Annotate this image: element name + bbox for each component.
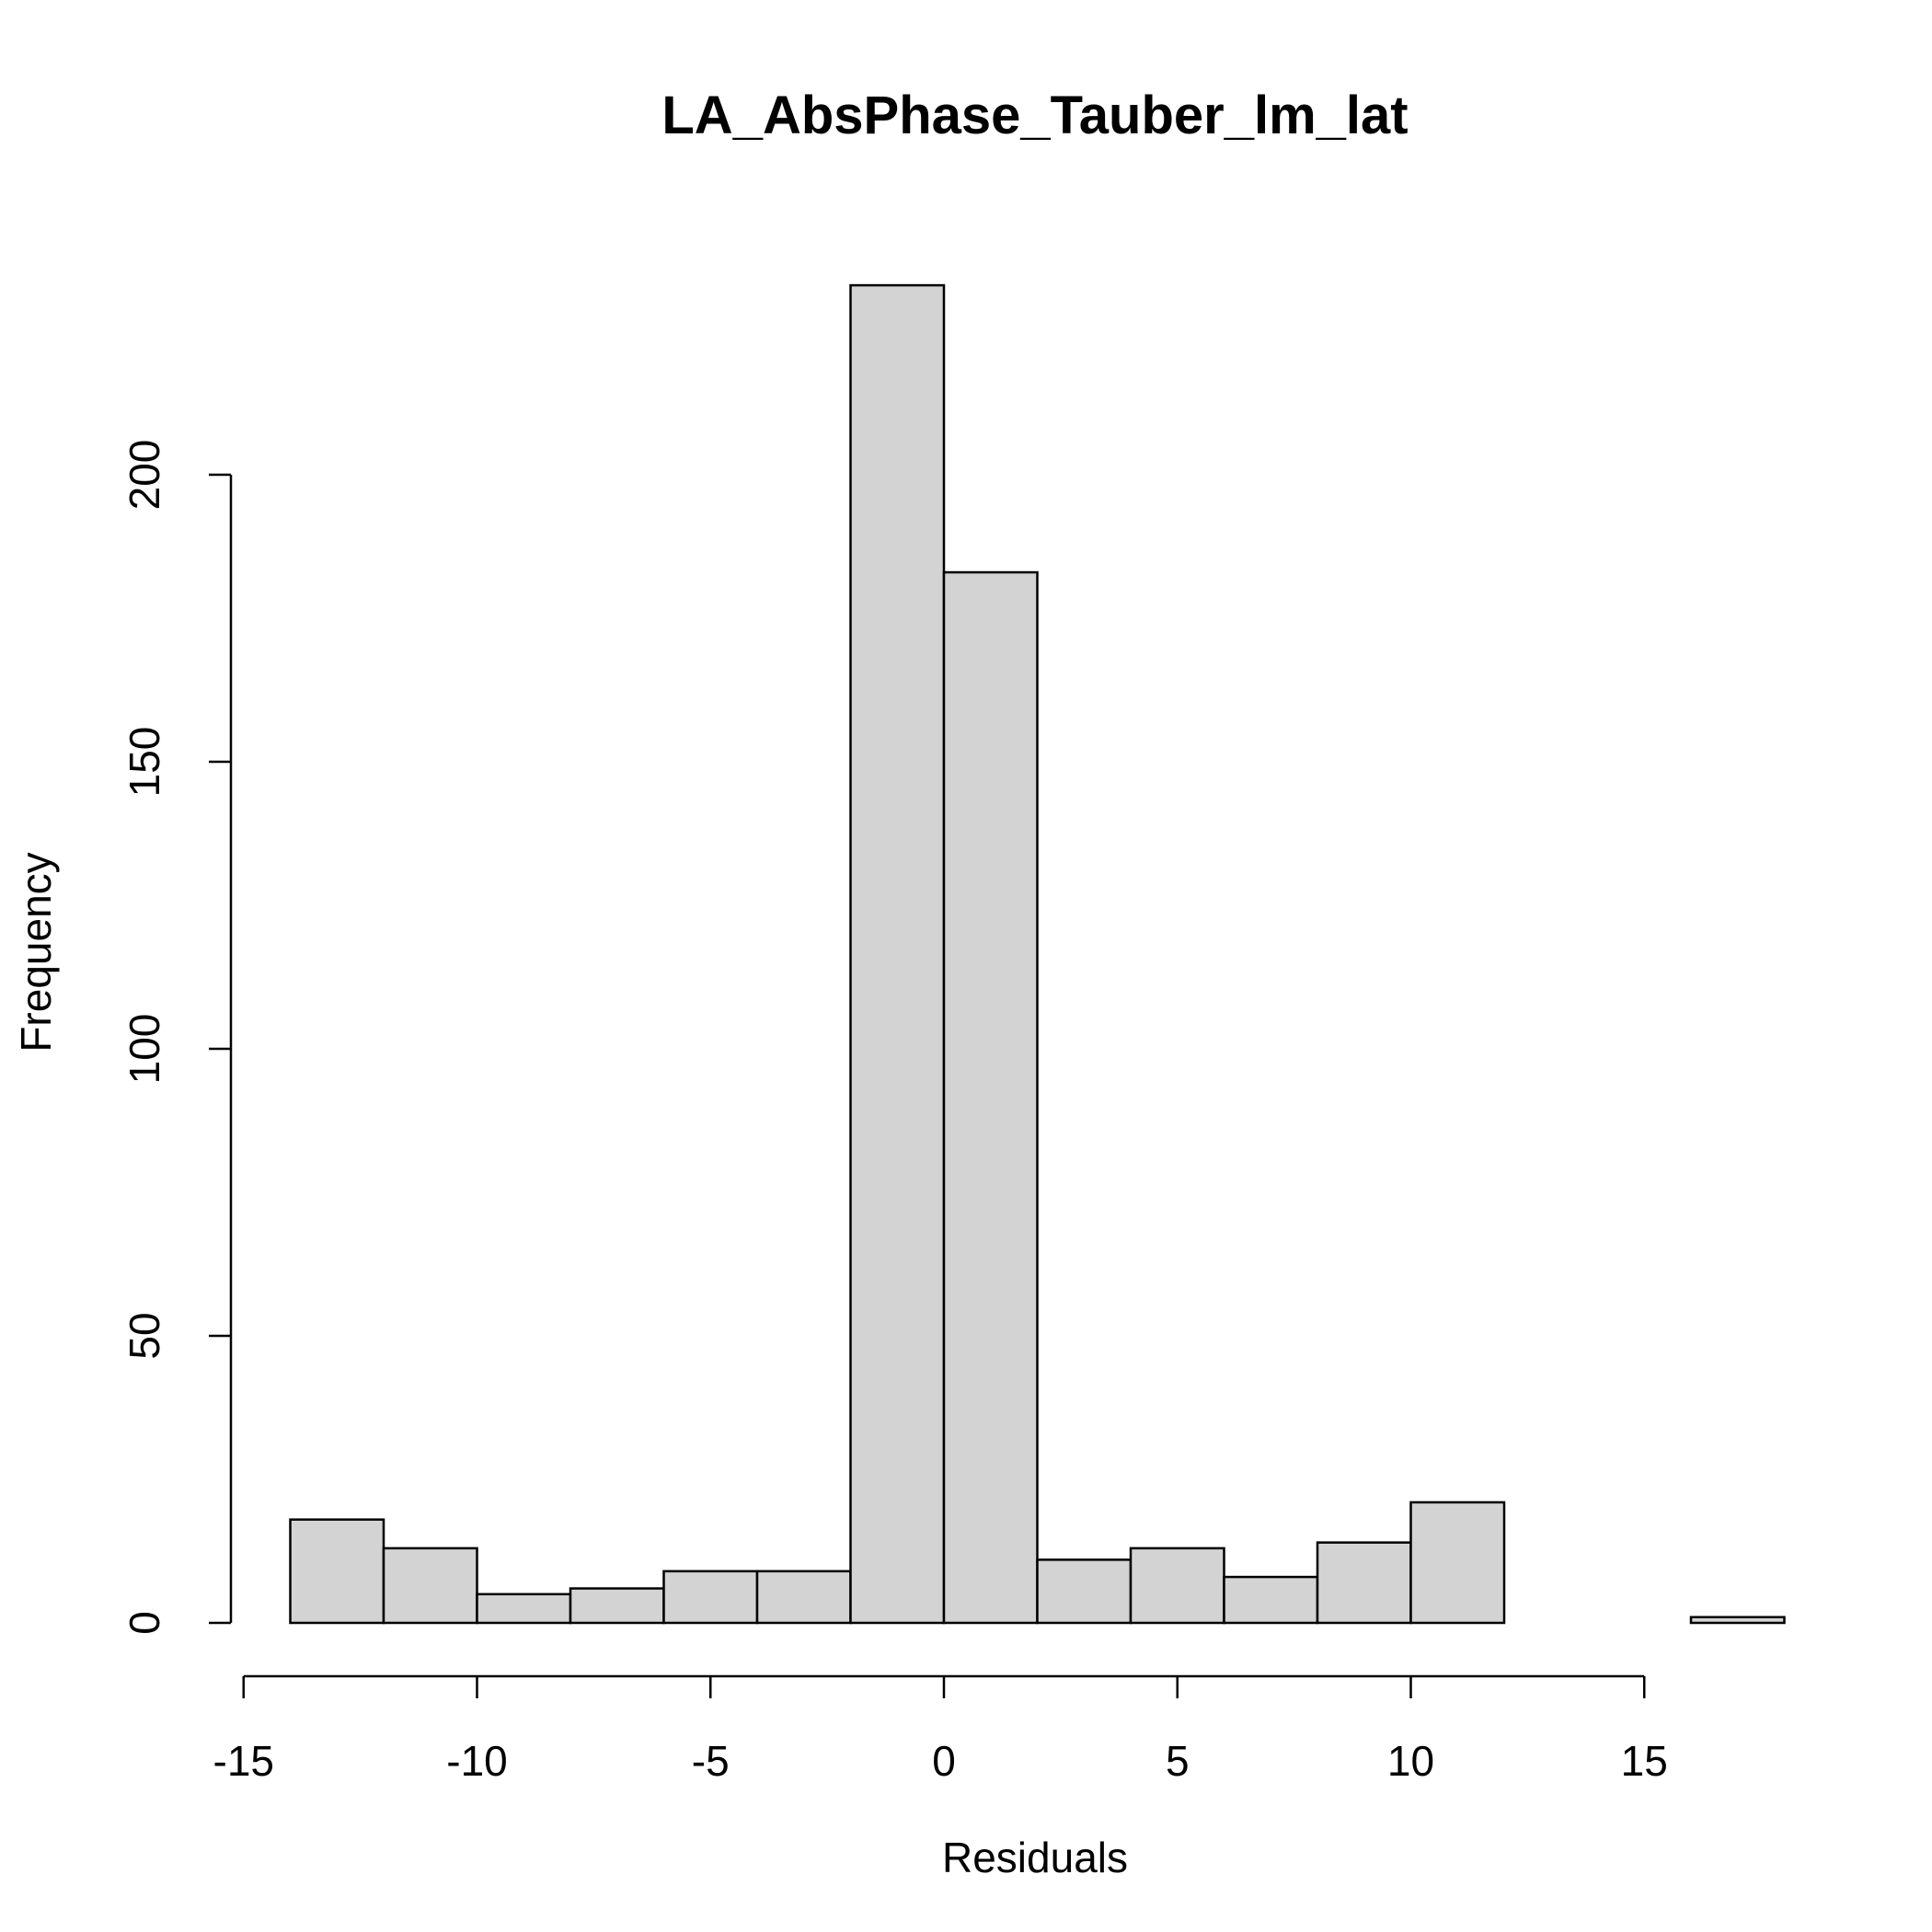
histogram-bar [662, 1570, 759, 1625]
histogram-bar [569, 1587, 665, 1625]
bars-group [289, 283, 1786, 1625]
histogram-bar [1689, 1616, 1786, 1625]
x-tick-label: 5 [1166, 1737, 1190, 1785]
y-axis-label: Frequency [12, 852, 60, 1052]
y-tick-label: 200 [121, 440, 168, 511]
y-tick-label: 100 [121, 1014, 168, 1085]
y-axis: 0 50 100 150 200 [121, 440, 233, 1635]
histogram-bar [476, 1593, 572, 1625]
x-axis-label: Residuals [942, 1834, 1128, 1881]
x-tick-label: -15 [213, 1737, 274, 1785]
chart-title: LA_AbsPhase_Tauber_lm_lat [661, 86, 1408, 145]
y-tick-label: 150 [121, 727, 168, 798]
histogram-bar [289, 1518, 385, 1625]
x-tick-label: -5 [692, 1737, 730, 1785]
histogram-bar [1223, 1575, 1319, 1625]
histogram-bar [1036, 1558, 1133, 1625]
histogram-bar [942, 570, 1039, 1625]
x-axis: -15 -10 -5 0 5 10 15 [213, 1674, 1668, 1785]
x-tick-label: 10 [1387, 1737, 1434, 1785]
histogram-bar [1129, 1547, 1225, 1625]
histogram-bar [755, 1570, 852, 1625]
x-tick-label: -10 [446, 1737, 507, 1785]
histogram-bar [1316, 1541, 1412, 1625]
x-tick-label: 0 [932, 1737, 956, 1785]
histogram-bar [849, 283, 946, 1625]
histogram-bar [382, 1547, 478, 1625]
x-tick-label: 15 [1621, 1737, 1668, 1785]
y-tick-label: 0 [121, 1611, 168, 1635]
y-tick-label: 50 [121, 1312, 168, 1359]
histogram-bar [1409, 1501, 1506, 1625]
